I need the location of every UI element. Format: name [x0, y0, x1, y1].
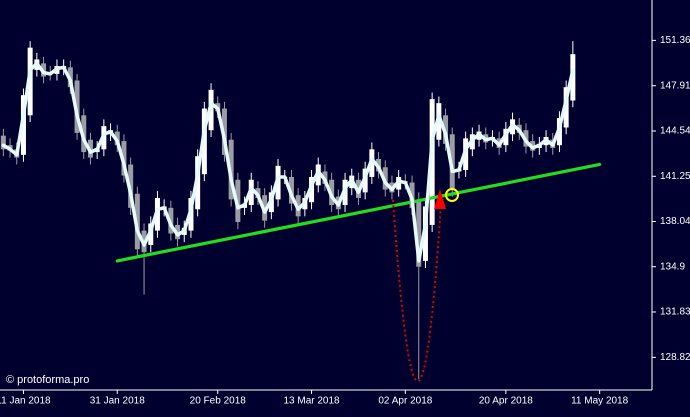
- y-tick-label: 138.04: [660, 216, 690, 227]
- y-tick-label: 141.25: [660, 171, 690, 182]
- x-tick-label: 20 Apr 2018: [479, 396, 533, 407]
- y-tick-label: 147.91: [660, 80, 690, 91]
- y-tick-label: 128.82: [660, 352, 690, 363]
- x-tick-label: 13 Mar 2018: [283, 396, 340, 407]
- x-tick-label: 11 May 2018: [571, 396, 629, 407]
- breakout-marker: [445, 188, 459, 202]
- arrow-head: [434, 189, 446, 209]
- trendline: [115, 162, 602, 263]
- candle-body: [416, 199, 422, 267]
- x-tick-label: 31 Jan 2018: [90, 396, 145, 407]
- x-tick-label: 11 Jan 2018: [0, 396, 51, 407]
- y-tick-label: 134.9: [660, 261, 685, 272]
- watermark: © protoforma.pro: [6, 374, 89, 386]
- plot: [0, 41, 602, 380]
- x-tick-label: 20 Feb 2018: [190, 396, 247, 407]
- y-tick-label: 151.36: [660, 35, 690, 46]
- candle-body: [0, 135, 6, 150]
- projection-curve: [392, 199, 442, 382]
- y-tick-label: 131.83: [660, 307, 690, 318]
- smoothed-line: [1, 61, 575, 263]
- x-tick-label: 02 Apr 2018: [378, 396, 432, 407]
- y-tick-label: 144.54: [660, 126, 690, 137]
